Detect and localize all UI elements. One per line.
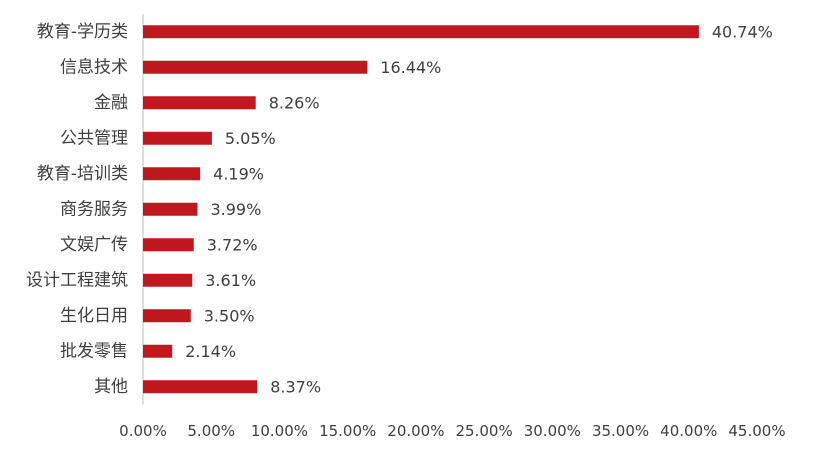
value-label: 3.61% (205, 271, 256, 290)
x-tick-label: 10.00% (251, 422, 308, 440)
category-label: 信息技术 (60, 57, 128, 77)
category-label: 金融 (94, 93, 128, 113)
x-tick-label: 5.00% (187, 422, 235, 440)
x-tick-labels-group: 0.00% 5.00% 10.00% 15.00% 20.00% 25.00% 30.00%… (119, 422, 785, 440)
x-tick-label: 40.00% (660, 422, 717, 440)
x-tick-label: 0.00% (119, 422, 167, 440)
category-label: 教育-学历类 (37, 22, 128, 42)
value-label: 16.44% (380, 58, 441, 77)
category-label: 文娱广传 (60, 235, 128, 255)
value-label: 8.37% (270, 377, 321, 396)
bar-9 (143, 309, 191, 323)
bar-6 (143, 202, 198, 216)
x-tick-label: 15.00% (319, 422, 376, 440)
category-label: 批发零售 (60, 341, 128, 361)
category-label: 商务服务 (60, 199, 128, 219)
bar-1 (143, 25, 699, 39)
value-label: 40.74% (712, 22, 773, 41)
value-label: 5.05% (225, 129, 276, 148)
category-labels-group: 教育-学历类信息技术金融公共管理教育-培训类商务服务文娱广传设计工程建筑生化日用… (26, 22, 128, 397)
value-label: 3.50% (204, 306, 255, 325)
value-label: 4.19% (213, 164, 264, 183)
x-tick-label: 35.00% (592, 422, 649, 440)
bar-11 (143, 380, 258, 394)
category-label: 设计工程建筑 (26, 270, 128, 290)
category-label: 生化日用 (60, 306, 128, 326)
category-label: 公共管理 (60, 128, 128, 148)
bar-3 (143, 96, 256, 110)
value-label: 3.72% (207, 235, 258, 254)
x-tick-label: 25.00% (456, 422, 513, 440)
bar-8 (143, 273, 193, 287)
x-tick-label: 20.00% (387, 422, 444, 440)
category-label: 其他 (94, 377, 128, 397)
bar-2 (143, 60, 368, 74)
x-tick-label: 30.00% (524, 422, 581, 440)
value-label: 2.14% (185, 342, 236, 361)
value-labels-group: 40.74% 16.44% 8.26% 5.05% 4.19% 3.99% 3.72% 3.6… (185, 22, 773, 396)
value-label: 8.26% (269, 93, 320, 112)
category-label: 教育-培训类 (37, 164, 128, 184)
bars-group (143, 25, 699, 394)
bar-10 (143, 344, 173, 358)
bar-5 (143, 167, 201, 181)
x-tick-label: 45.00% (728, 422, 785, 440)
bar-7 (143, 238, 194, 252)
value-label: 3.99% (210, 200, 261, 219)
bar-4 (143, 131, 212, 145)
